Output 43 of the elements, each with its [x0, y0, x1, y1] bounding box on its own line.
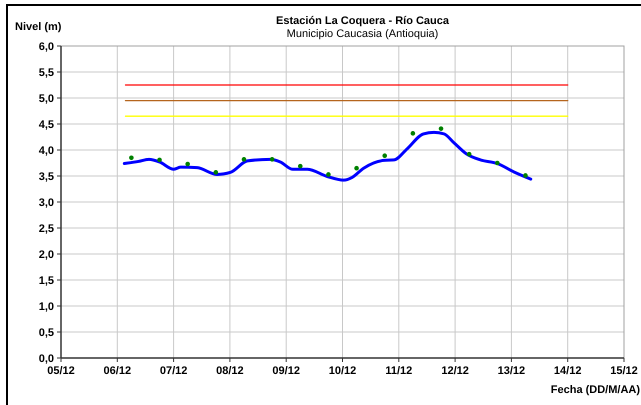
- y-tick-label: 1,0: [38, 300, 54, 313]
- point: [326, 172, 331, 177]
- y-tick-label: 0,0: [38, 352, 54, 365]
- chart-title: Estación La Coquera - Río Cauca: [276, 15, 450, 27]
- y-axis-title: Nivel (m): [15, 21, 62, 33]
- x-tick-label: 05/12: [47, 365, 75, 377]
- chart-subtitle: Municipio Caucasia (Antioquia): [286, 28, 438, 40]
- point: [214, 170, 218, 175]
- point: [185, 162, 190, 166]
- point: [495, 160, 500, 166]
- y-tick-label: 5,5: [38, 66, 54, 79]
- point: [242, 157, 246, 162]
- point: [382, 153, 388, 158]
- x-tick-label: 07/12: [160, 365, 188, 377]
- point: [129, 156, 134, 160]
- x-tick-label: 12/12: [441, 365, 469, 377]
- y-tick-label: 4,0: [38, 144, 54, 157]
- point: [157, 158, 162, 162]
- point: [270, 157, 274, 162]
- point: [523, 173, 528, 178]
- y-tick-label: 5,0: [38, 92, 54, 105]
- y-tick-label: 0,5: [38, 326, 54, 339]
- point: [298, 164, 303, 168]
- point: [354, 166, 359, 170]
- x-tick-label: 09/12: [272, 365, 300, 377]
- point: [410, 131, 416, 136]
- x-tick-label: 11/12: [385, 365, 412, 377]
- x-tick-label: 10/12: [328, 365, 356, 377]
- y-tick-label: 6,0: [38, 40, 54, 53]
- x-tick-label: 13/12: [498, 365, 526, 377]
- x-tick-label: 15/12: [610, 365, 638, 377]
- y-tick-label: 3,5: [38, 170, 54, 183]
- x-tick-label: 08/12: [216, 365, 244, 377]
- point: [466, 152, 472, 156]
- y-tick-label: 2,0: [38, 248, 54, 261]
- point: [438, 126, 444, 131]
- y-tick-label: 3,0: [38, 196, 54, 209]
- x-tick-label: 14/12: [554, 365, 582, 377]
- y-tick-label: 2,5: [38, 222, 54, 235]
- y-tick-label: 1,5: [38, 274, 54, 287]
- x-axis-title: Fecha (DD/M/AA): [550, 384, 640, 396]
- x-tick-label: 06/12: [104, 365, 132, 377]
- y-tick-label: 4,5: [38, 118, 54, 131]
